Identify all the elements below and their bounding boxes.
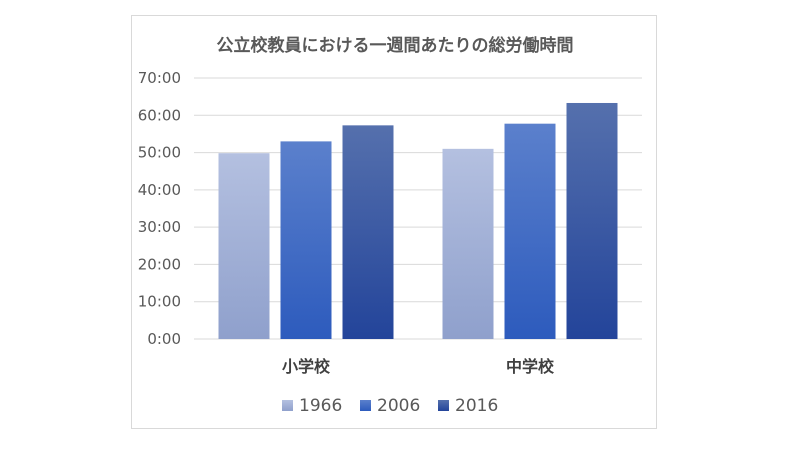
bars [218,102,618,339]
y-tick-label: 0:00 [147,330,181,348]
bar-chart: 公立校教員における一週間あたりの総労働時間 0:00 10:00 20:00 30:0… [138,35,642,416]
chart-title: 公立校教員における一週間あたりの総労働時間 [217,35,574,56]
legend-label: 2006 [377,396,420,416]
x-category-label: 中学校 [506,357,555,376]
y-tick-label: 50:00 [138,144,181,162]
y-tick-label: 60:00 [138,106,181,124]
legend: 1966 2006 2016 [282,396,498,416]
bar-2006-0 [280,141,332,339]
chart-frame: 公立校教員における一週間あたりの総労働時間 0:00 10:00 20:00 30:0… [131,15,657,429]
bar-1966-0 [218,153,270,339]
y-tick-label: 20:00 [138,255,181,273]
legend-swatch [438,400,449,411]
bar-2006-1 [504,123,556,339]
x-axis-categories: 小学校 中学校 [282,357,555,376]
legend-swatch [360,400,371,411]
bar-2016-1 [566,102,618,339]
y-axis-ticks: 0:00 10:00 20:00 30:00 40:00 50:00 60:00 70:00 [138,69,181,348]
bar-2016-0 [342,125,394,339]
legend-swatch [282,400,293,411]
bar-1966-1 [442,148,494,339]
y-tick-label: 30:00 [138,218,181,236]
y-tick-label: 40:00 [138,181,181,199]
x-category-label: 小学校 [282,357,331,376]
legend-label: 2016 [455,396,498,416]
y-tick-label: 70:00 [138,69,181,87]
y-tick-label: 10:00 [138,293,181,311]
legend-label: 1966 [299,396,342,416]
